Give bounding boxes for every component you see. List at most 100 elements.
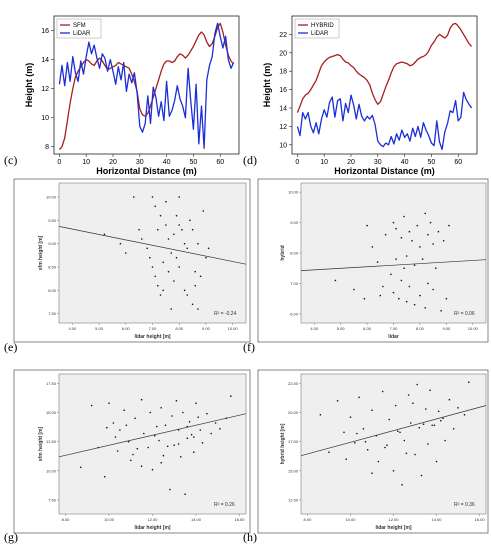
y-tick-label: 7.50 [48,498,57,503]
x-tick-label: 5.00 [337,326,346,331]
scatter-point [379,294,382,297]
series-line-lidar [296,91,473,151]
scatter-point [178,196,180,198]
chart-svg: 7.50 8.00 8.50 9.00 9.50 10.00 4.00 5.00 6.00 7.0… [13,178,251,343]
scatter-point [394,404,397,407]
scatter-point [183,289,186,292]
scatter-point [384,233,387,236]
scatter-point [422,423,425,425]
y-tick-label: 9.50 [48,218,57,223]
y-tick-label: 8.00 [290,251,299,256]
scatter-point [412,402,414,404]
scatter-point [186,247,188,250]
y-tick-label: 9.00 [48,241,57,246]
scatter-point [468,381,470,383]
x-tick-label: 8.00 [416,326,425,331]
scatter-point [403,215,405,218]
scatter-point [400,279,403,282]
x-tick-label: 10 [82,159,90,166]
panel-label: (c) [4,153,18,167]
y-tick-label: 16 [41,28,49,35]
scatter-point [408,230,411,233]
scatter-point [371,246,374,248]
scatter-point [397,430,399,432]
scatter-point [371,472,373,474]
y-axis-label: Height (m) [24,63,34,108]
scatter-point [366,449,369,451]
x-tick-label: 4.00 [310,326,319,331]
scatter-point [181,228,183,231]
legend-label: LiDAR [311,31,329,37]
scatter-point [432,243,434,245]
scatter-point [175,256,178,259]
scatter-point [442,417,444,420]
scatter-point [157,228,159,231]
y-axis-label: hybrid [280,245,286,260]
scatter-point [103,475,106,478]
scatter-point [219,428,221,430]
scatter-point [390,273,392,276]
y-tick-label: 7.00 [290,281,299,286]
chart-panel: 7.50 8.00 8.50 9.00 9.50 10.00 4.00 5.00 6.00 7.0… [13,178,251,343]
scatter-point [362,428,365,430]
scatter-point [442,240,445,242]
x-axis-label: lidar height [m] [375,525,411,531]
y-tick-label: 8 [45,144,49,151]
scatter-point [356,432,358,435]
scatter-point [90,404,93,407]
scatter-point [106,426,108,429]
scatter-point [411,240,413,242]
panel-label: (e) [4,340,18,354]
scatter-point [427,443,429,445]
y-tick-label: 12.50 [288,498,299,503]
scatter-point [132,453,134,456]
scatter-point [191,303,194,306]
scatter-point [377,460,380,463]
scatter-point [160,407,162,409]
scatter-point [130,459,132,462]
scatter-point [413,303,416,306]
regression-line [58,226,247,265]
x-tick-label: 8.00 [175,326,184,331]
x-tick-label: 30 [374,159,382,166]
scatter-point [103,233,106,236]
scatter-point [173,233,175,236]
scatter-point [403,267,405,269]
plot-frame [53,15,240,155]
plot-frame [291,15,478,155]
scatter-point [173,280,175,282]
scatter-point [165,200,167,203]
scatter-point [199,275,202,278]
scatter-point [189,219,191,222]
y-tick-label: 10.00 [288,190,299,195]
scatter-point [138,228,140,231]
x-tick-label: 10.00 [104,517,115,522]
y-tick-label: 10 [279,142,287,149]
y-tick-label: 20.00 [288,410,299,415]
legend: HYBRID LiDAR [294,18,340,39]
scatter-point [414,453,416,456]
y-tick-label: 8.50 [48,265,57,270]
scatter-point [388,418,390,421]
r-squared-label: R² = -0.24 [214,311,237,317]
scatter-point [158,439,160,442]
panel-label: (h) [243,530,257,544]
plot-area [58,182,247,324]
scatter-point [407,394,410,396]
x-tick-label: 0 [57,159,61,166]
scatter-point [193,436,195,438]
scatter-point [167,238,170,240]
y-tick-label: 12 [41,86,49,93]
scatter-point [416,383,418,386]
x-tick-label: 9.00 [442,326,451,331]
y-tick-label: 16 [279,87,287,94]
x-tick-label: 7.00 [390,326,399,331]
scatter-point [425,408,427,410]
scatter-point [408,285,411,288]
scatter-point [201,442,204,444]
scatter-point [392,221,395,224]
y-tick-label: 22 [279,32,287,39]
scatter-point [114,436,117,438]
panel-label: (d) [243,153,257,167]
scatter-point [420,474,423,477]
